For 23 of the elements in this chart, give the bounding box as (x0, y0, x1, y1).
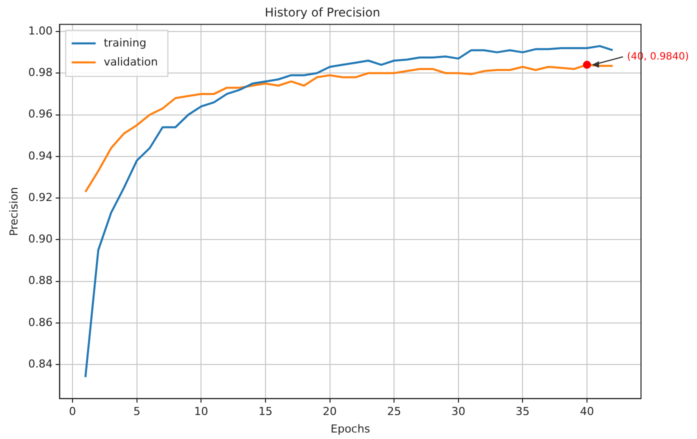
y-tick-label: 0.88 (28, 274, 53, 288)
x-tick-label: 25 (387, 405, 402, 418)
y-tick-label: 0.86 (28, 316, 53, 329)
chart-title: History of Precision (264, 5, 380, 20)
x-tick-label: 0 (69, 405, 76, 418)
y-tick-label: 0.90 (28, 232, 53, 246)
x-tick-label: 30 (451, 405, 466, 418)
x-tick-label: 10 (194, 405, 208, 418)
x-tick-label: 35 (516, 405, 530, 418)
legend-label: validation (104, 55, 158, 68)
x-tick-label: 5 (133, 405, 140, 418)
y-tick-label: 0.92 (28, 190, 53, 204)
y-tick-label: 0.98 (28, 66, 53, 79)
x-tick-label: 20 (322, 405, 337, 418)
y-axis-title: Precision (7, 186, 20, 236)
x-axis-title: Epochs (330, 422, 370, 436)
legend-label: training (104, 36, 146, 50)
y-tick-label: 0.84 (28, 358, 53, 371)
x-tick-label: 15 (258, 405, 272, 418)
y-tick-label: 1.00 (28, 24, 53, 38)
y-tick-label: 0.96 (28, 108, 53, 121)
y-tick-label: 0.94 (28, 149, 53, 162)
x-tick-label: 40 (580, 405, 594, 418)
